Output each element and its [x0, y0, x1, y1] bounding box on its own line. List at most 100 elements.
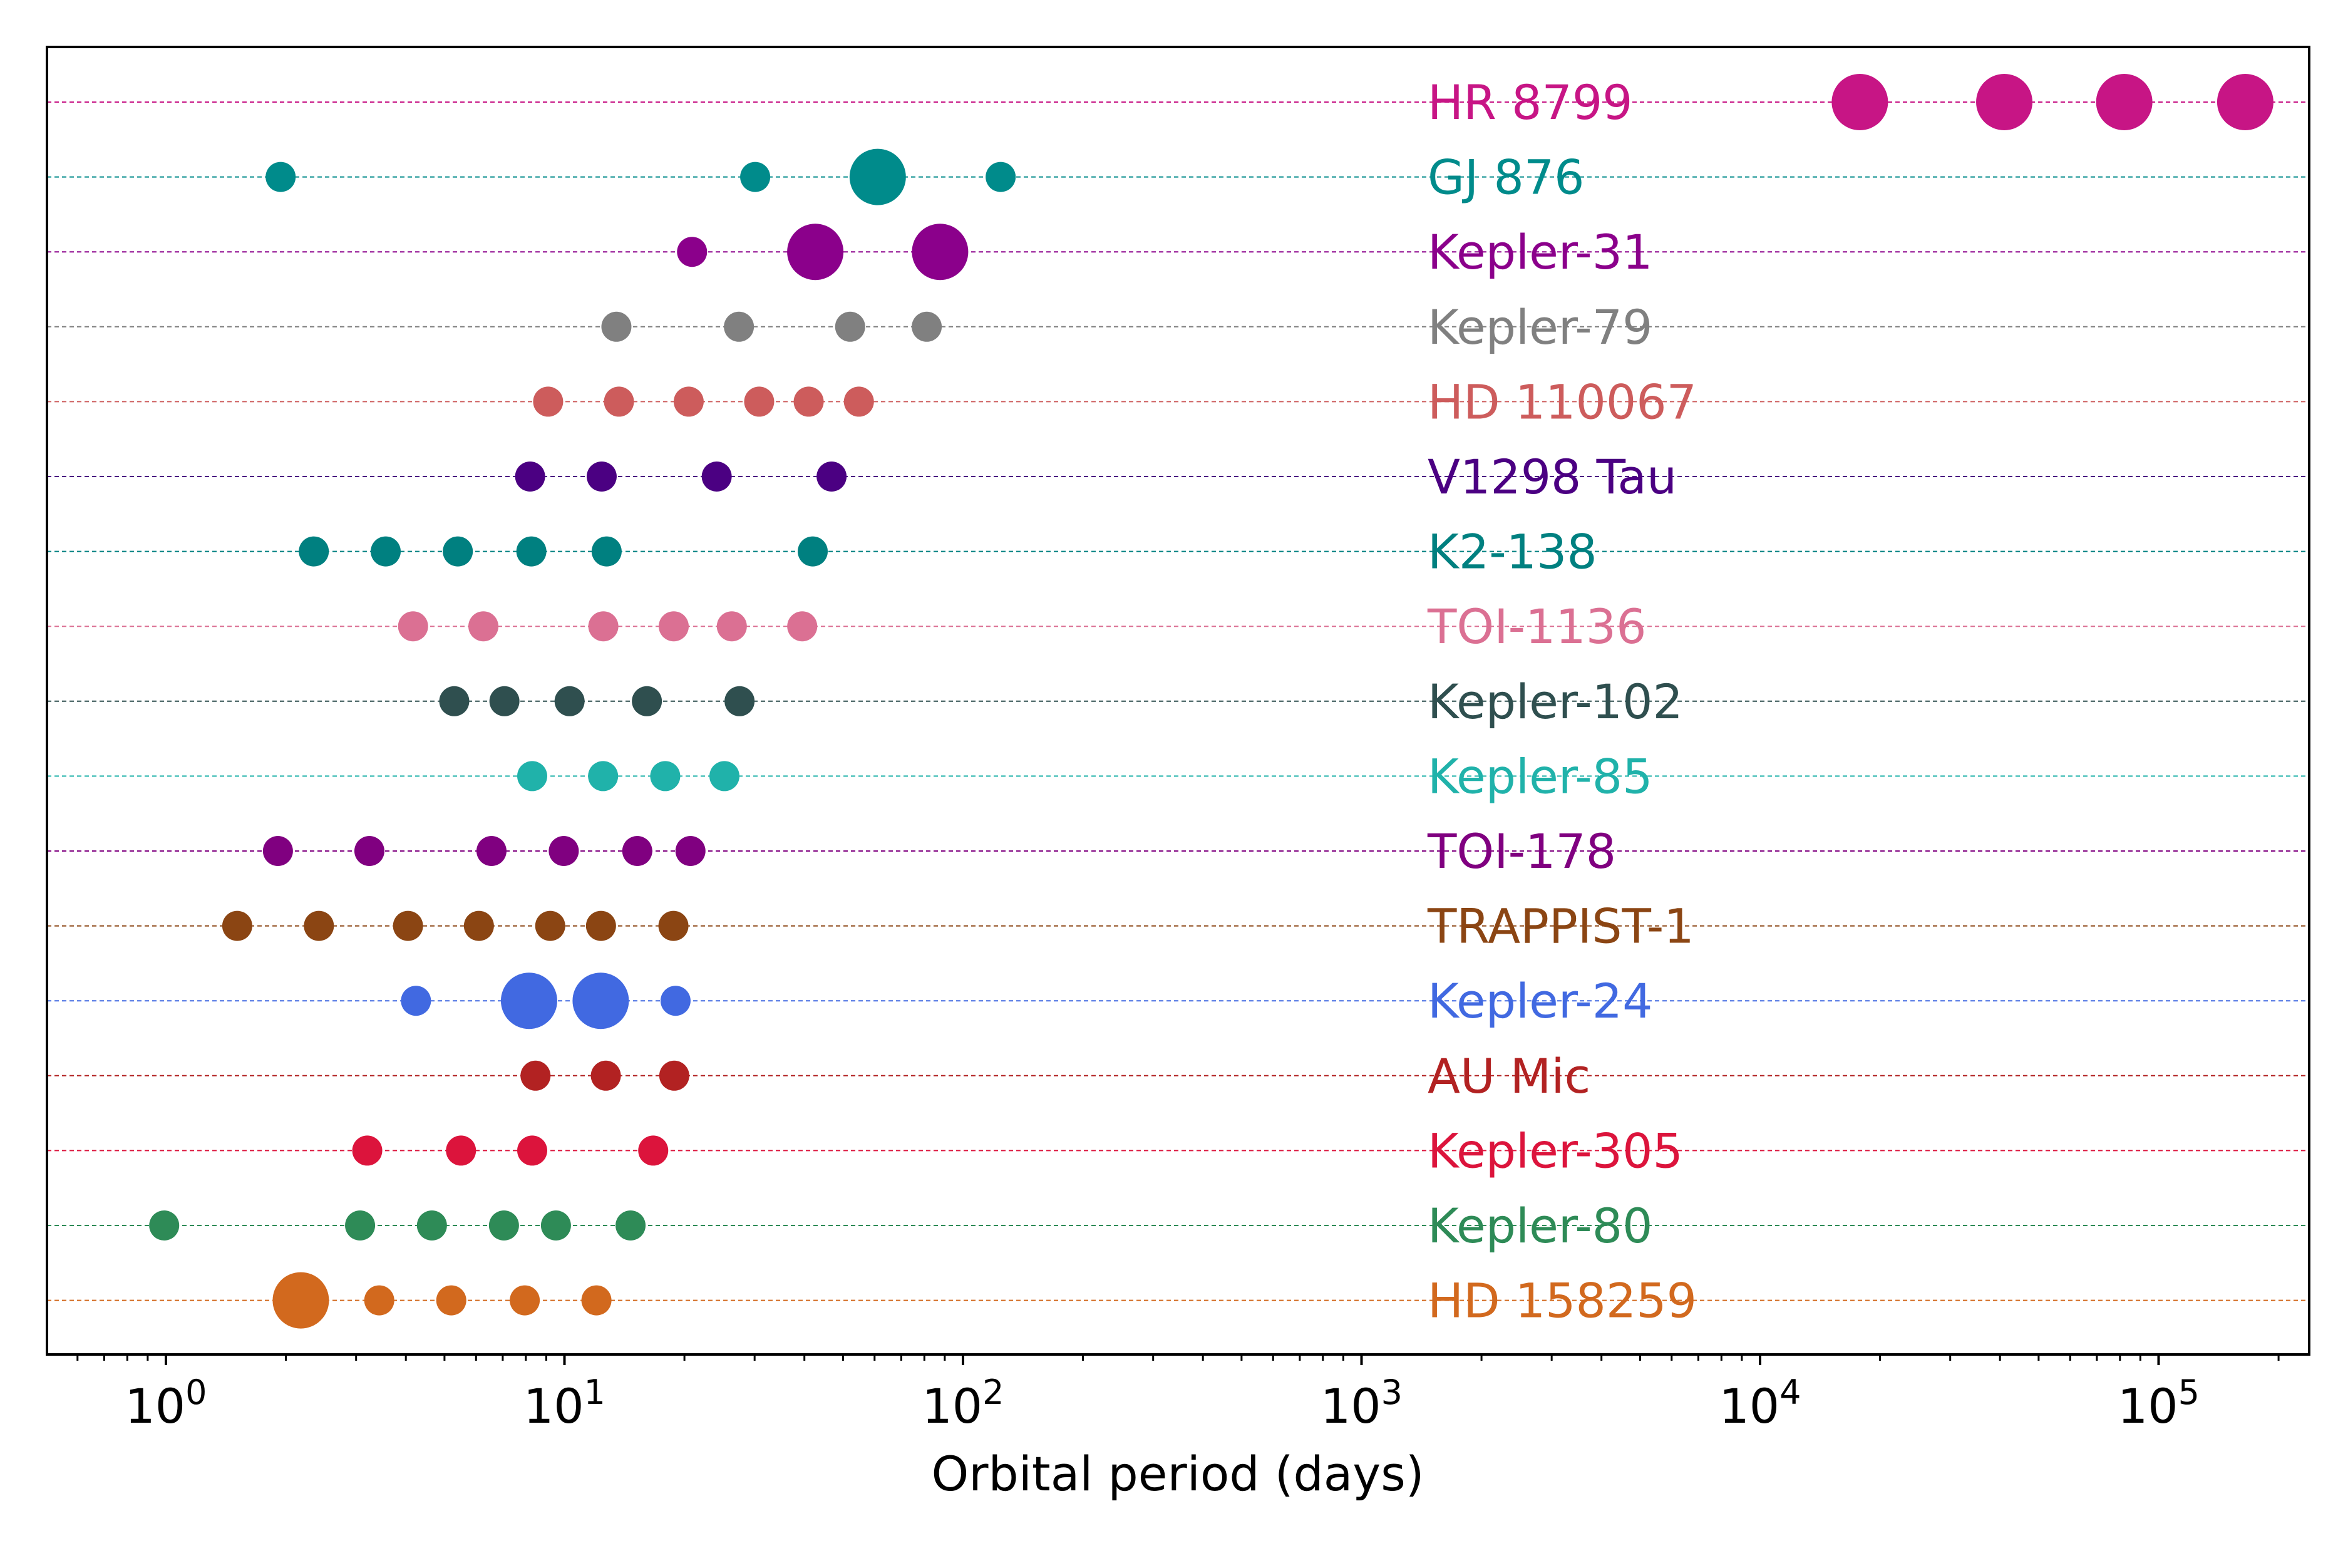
- planet-point-hd-158259: [510, 1285, 540, 1316]
- planet-point-v1298-tau: [586, 462, 617, 492]
- planet-point-k2-138: [591, 536, 622, 567]
- system-label-kepler-102: Kepler-102: [1428, 674, 1683, 730]
- planet-point-kepler-102: [439, 686, 470, 716]
- planet-point-kepler-85: [650, 761, 681, 792]
- planet-point-k2-138: [299, 536, 329, 567]
- planet-point-v1298-tau: [701, 462, 732, 492]
- planet-point-trappist-1: [658, 910, 689, 941]
- system-label-kepler-85: Kepler-85: [1428, 748, 1652, 804]
- system-label-toi-1136: TOI-1136: [1427, 599, 1647, 654]
- system-label-toi-178: TOI-178: [1427, 823, 1616, 879]
- planet-point-kepler-85: [517, 761, 547, 792]
- planet-point-hd-110067: [793, 386, 824, 417]
- planet-point-kepler-305: [352, 1135, 383, 1166]
- planet-point-hd-158259: [364, 1285, 394, 1316]
- planet-point-toi-1136: [398, 611, 428, 642]
- planet-point-kepler-102: [489, 686, 520, 716]
- planet-point-kepler-80: [540, 1210, 571, 1240]
- x-tick-label: 101: [523, 1373, 605, 1434]
- planet-point-hr-8799: [2217, 74, 2273, 130]
- planet-point-kepler-79: [724, 311, 754, 342]
- planet-point-gj-876: [986, 162, 1016, 192]
- planet-point-k2-138: [798, 536, 828, 567]
- planet-point-trappist-1: [222, 910, 252, 941]
- planet-point-kepler-102: [724, 686, 755, 716]
- planet-point-toi-1136: [787, 611, 818, 642]
- x-axis-label: Orbital period (days): [931, 1446, 1424, 1502]
- planet-point-au-mic: [590, 1060, 621, 1091]
- system-label-kepler-80: Kepler-80: [1428, 1198, 1652, 1254]
- planet-point-hd-110067: [533, 386, 564, 417]
- planet-point-trappist-1: [393, 910, 423, 941]
- planet-point-hr-8799: [2096, 74, 2153, 130]
- planet-point-kepler-24: [660, 986, 691, 1016]
- planet-point-hd-110067: [744, 386, 775, 417]
- planet-point-k2-138: [516, 536, 547, 567]
- planet-point-kepler-80: [149, 1210, 180, 1240]
- x-tick-label: 103: [1321, 1373, 1403, 1434]
- planet-point-toi-1136: [588, 611, 619, 642]
- system-label-kepler-31: Kepler-31: [1428, 224, 1652, 280]
- planet-point-k2-138: [370, 536, 401, 567]
- planet-point-kepler-31: [677, 237, 708, 267]
- system-label-kepler-305: Kepler-305: [1428, 1123, 1683, 1179]
- planet-point-toi-178: [675, 836, 706, 866]
- planet-point-kepler-79: [835, 311, 865, 342]
- planet-point-kepler-31: [912, 224, 969, 281]
- planet-point-kepler-24: [572, 972, 629, 1029]
- planet-point-toi-178: [262, 836, 293, 866]
- planet-point-kepler-305: [517, 1135, 547, 1166]
- planet-point-au-mic: [520, 1060, 551, 1091]
- planet-point-trappist-1: [535, 910, 565, 941]
- planet-point-kepler-79: [601, 311, 632, 342]
- system-label-k2-138: K2-138: [1428, 524, 1597, 580]
- planet-point-hd-110067: [673, 386, 704, 417]
- x-tick-label: 102: [922, 1373, 1004, 1434]
- planet-point-kepler-305: [638, 1135, 669, 1166]
- planet-point-toi-178: [548, 836, 579, 866]
- system-label-hr-8799: HR 8799: [1428, 75, 1633, 130]
- planet-point-kepler-102: [554, 686, 585, 716]
- planet-point-toi-1136: [468, 611, 499, 642]
- planet-point-toi-178: [622, 836, 652, 866]
- planet-point-trappist-1: [304, 910, 334, 941]
- planet-point-kepler-305: [446, 1135, 476, 1166]
- planet-point-kepler-31: [787, 224, 844, 281]
- planet-point-kepler-102: [632, 686, 662, 716]
- planet-point-toi-1136: [716, 611, 747, 642]
- planet-point-kepler-79: [912, 311, 942, 342]
- x-tick-label: 104: [1719, 1373, 1801, 1434]
- planet-point-kepler-80: [615, 1210, 646, 1240]
- system-labels: HR 8799 GJ 876 Kepler-31 Kepler-79 HD 110067…: [1427, 75, 1697, 1329]
- planet-point-kepler-80: [416, 1210, 447, 1240]
- system-label-gj-876: GJ 876: [1428, 150, 1585, 205]
- plot-frame: [46, 46, 2310, 1356]
- planet-point-hd-110067: [843, 386, 874, 417]
- planet-points: [149, 74, 2273, 1329]
- planet-point-hd-158259: [581, 1285, 612, 1316]
- planet-point-hr-8799: [1831, 74, 1888, 130]
- planet-point-hd-110067: [604, 386, 634, 417]
- planet-point-kepler-85: [709, 761, 739, 792]
- planet-point-hd-158259: [436, 1285, 466, 1316]
- planet-point-k2-138: [443, 536, 473, 567]
- planet-point-v1298-tau: [816, 462, 847, 492]
- system-label-hd-110067: HD 110067: [1428, 374, 1697, 430]
- planet-point-kepler-80: [488, 1210, 519, 1240]
- planet-point-hd-158259: [272, 1272, 329, 1329]
- planet-point-kepler-24: [401, 986, 431, 1016]
- gridlines: [47, 101, 2309, 1301]
- planet-point-gj-876: [740, 162, 771, 192]
- system-label-kepler-79: Kepler-79: [1428, 299, 1652, 355]
- planet-point-toi-178: [476, 836, 507, 866]
- system-label-hd-158259: HD 158259: [1428, 1273, 1697, 1329]
- system-label-kepler-24: Kepler-24: [1428, 973, 1652, 1029]
- x-tick-label: 105: [2118, 1373, 2200, 1434]
- x-tick-label: 100: [125, 1373, 207, 1434]
- planet-point-kepler-80: [345, 1210, 376, 1240]
- planet-point-au-mic: [659, 1060, 689, 1091]
- planet-point-gj-876: [849, 148, 906, 205]
- planet-point-kepler-24: [500, 972, 557, 1029]
